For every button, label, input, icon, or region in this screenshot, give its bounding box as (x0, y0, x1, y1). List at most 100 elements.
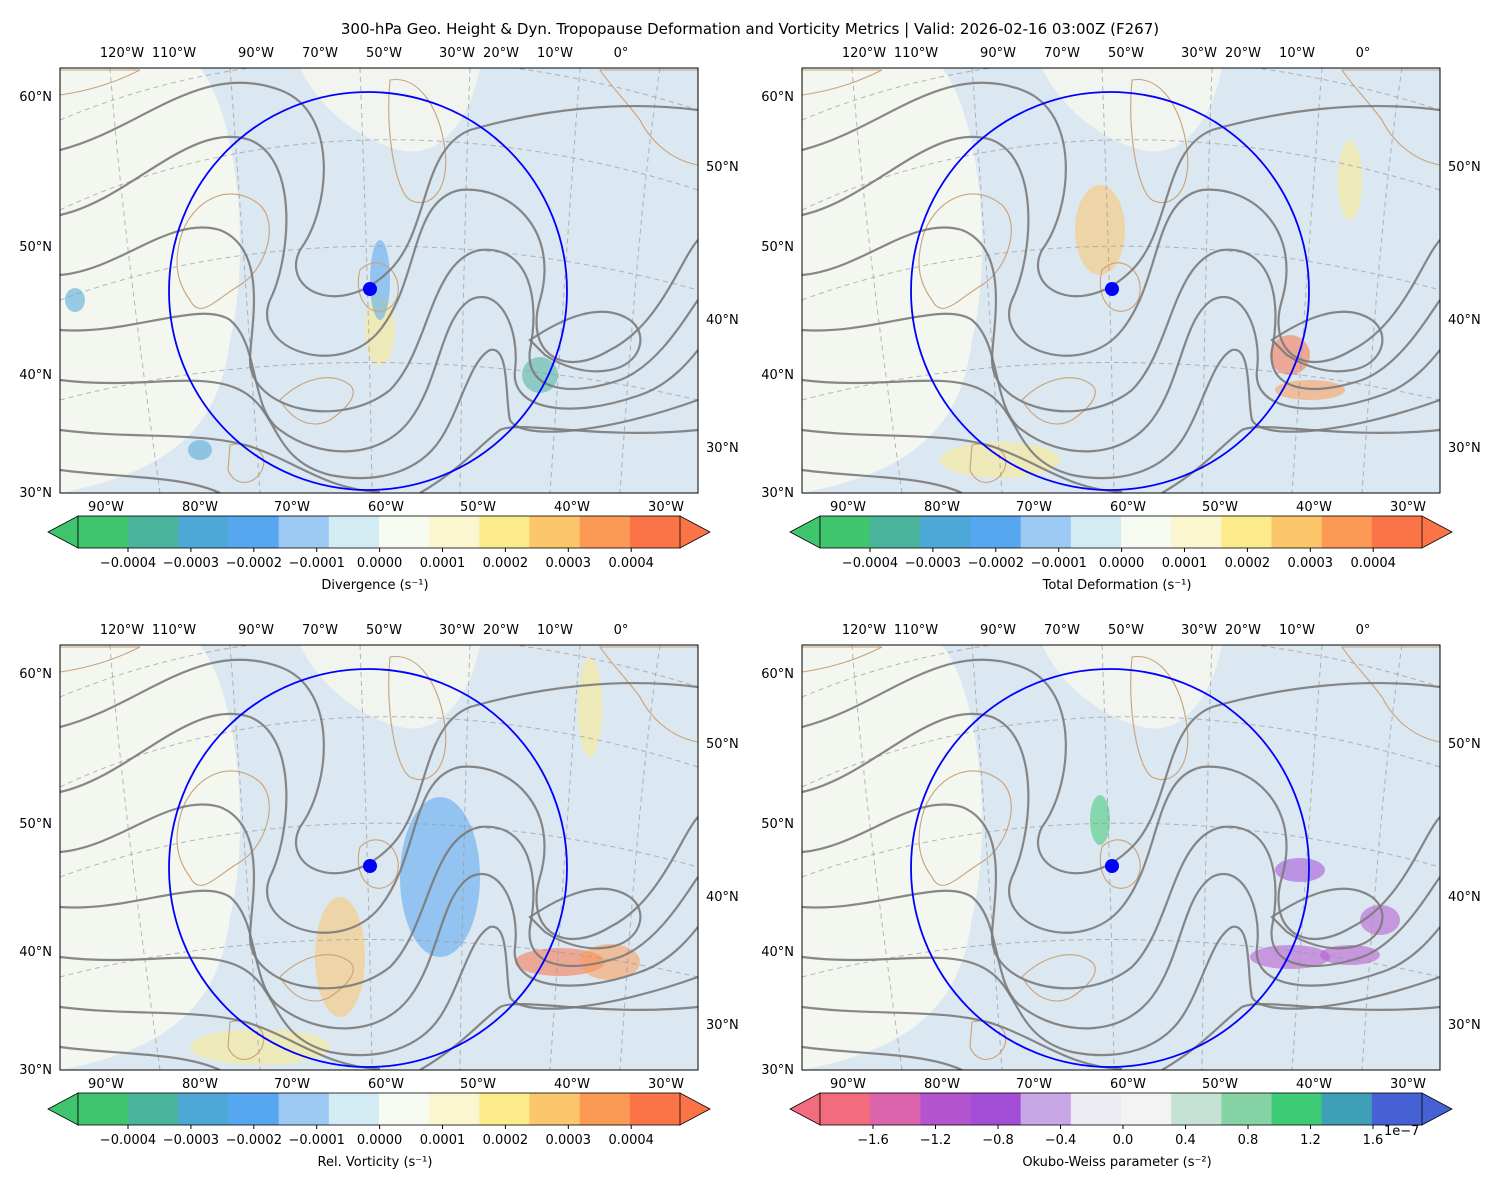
colorbar-tick-label: 0.0004 (608, 1133, 654, 1148)
height-contour (1270, 887, 1384, 950)
colorbar-tick-label: 0.8 (1238, 1133, 1259, 1148)
bottom-longitude-label: 50°W (460, 500, 496, 515)
colorbar-tick-label: −0.0002 (226, 1133, 282, 1148)
colorbar-segment (278, 516, 330, 548)
colorbar-tick-label: −0.0002 (226, 556, 282, 571)
top-longitude-label: 10°W (1279, 46, 1315, 61)
colorbar-tick-label: −0.0001 (289, 556, 345, 571)
colorbar-segment (1371, 1093, 1423, 1125)
colorbar-segment (629, 516, 681, 548)
colorbar-tick-label: 1.6 (1363, 1133, 1384, 1148)
coastline (918, 193, 1012, 309)
graticule-line (802, 139, 1440, 211)
top-longitude-label: 120°W (842, 623, 886, 638)
coastline (176, 193, 270, 309)
colorbar-segment (1020, 1093, 1072, 1125)
colorbar-tick-label: 0.0000 (1099, 556, 1145, 571)
graticule-line (229, 68, 261, 493)
bottom-longitude-label: 90°W (88, 1077, 124, 1092)
top-longitude-label: 30°W (439, 46, 475, 61)
bottom-longitude-label: 70°W (274, 500, 310, 515)
colorbar-tick-label: −0.0004 (100, 1133, 156, 1148)
right-latitude-label: 40°N (706, 890, 739, 905)
colorbar-tick-label: 0.0001 (420, 556, 466, 571)
bottom-longitude-label: 50°W (1202, 1077, 1238, 1092)
colorbar-min-arrow (47, 1092, 79, 1126)
deformation-panel: 120°W 110°W 90°W 70°W 50°W 30°W 20°W 10°W 0° 90°W… (742, 0, 1492, 593)
shaded-field (580, 944, 640, 980)
deformation-colorbar-label: Total Deformation (s⁻¹) (1042, 578, 1192, 593)
height-contour (802, 873, 1440, 1030)
colorbar-segment (178, 1093, 229, 1125)
top-longitude-label: 110°W (894, 46, 938, 61)
colorbar-tick-label: 0.0002 (483, 1133, 529, 1148)
height-contour (60, 226, 698, 413)
colorbar-segment (128, 1093, 179, 1125)
graticule-line (359, 645, 373, 1070)
colorbar-segment (429, 516, 480, 548)
coastline (1340, 69, 1440, 166)
coastline (802, 646, 883, 673)
height-contour (802, 428, 1123, 493)
left-latitude-label: 60°N (761, 90, 794, 105)
colorbar-segment (970, 1093, 1022, 1125)
top-longitude-label: 30°W (1181, 46, 1217, 61)
top-longitude-label: 110°W (894, 623, 938, 638)
colorbar-tick-label: 0.0001 (420, 1133, 466, 1148)
coastline (1021, 954, 1096, 1002)
okubo-weiss-map-svg: 120°W 110°W 90°W 70°W 50°W 30°W 20°W 10°W 0° 90°W… (761, 623, 1481, 1148)
bottom-longitude-label: 60°W (368, 500, 404, 515)
bottom-longitude-label: 70°W (1016, 500, 1052, 515)
shaded-field (65, 288, 85, 312)
right-latitude-label: 40°N (706, 313, 739, 328)
height-contour (1270, 310, 1384, 373)
bottom-longitude-label: 30°W (1390, 500, 1426, 515)
coastline (60, 646, 141, 673)
coastline (1130, 79, 1189, 204)
graticule-line (60, 245, 698, 301)
divergence-colorbar-label: Divergence (s⁻¹) (321, 578, 429, 593)
land-region (1042, 645, 1222, 729)
top-longitude-label: 120°W (100, 46, 144, 61)
bottom-longitude-label: 90°W (830, 1077, 866, 1092)
focus-circle (168, 668, 568, 1068)
colorbar-tick-label: −1.6 (857, 1133, 889, 1148)
graticule-line (1291, 645, 1323, 1070)
height-contour (1161, 1003, 1440, 1070)
graticule-line (60, 139, 698, 211)
vorticity-panel: 120°W 110°W 90°W 70°W 50°W 30°W 20°W 10°W 0° 90°W… (0, 577, 750, 1170)
colorbar-segment (629, 1093, 681, 1125)
colorbar-segment (328, 1093, 380, 1125)
colorbar-tick-label: 0.4 (1175, 1133, 1196, 1148)
top-longitude-label: 20°W (1225, 46, 1261, 61)
colorbar-tick-label: −0.4 (1045, 1133, 1077, 1148)
colorbar-segment (1020, 516, 1072, 548)
top-longitude-label: 90°W (238, 46, 274, 61)
top-longitude-label: 110°W (152, 623, 196, 638)
bottom-longitude-label: 60°W (1110, 1077, 1146, 1092)
right-latitude-label: 40°N (1448, 890, 1481, 905)
land-region (60, 645, 240, 1070)
top-longitude-label: 30°W (439, 623, 475, 638)
colorbar-tick-label: 0.0 (1113, 1133, 1134, 1148)
bottom-longitude-label: 30°W (648, 500, 684, 515)
land-region (60, 68, 240, 493)
graticule-line (971, 645, 1003, 1070)
top-longitude-label: 20°W (1225, 623, 1261, 638)
colorbar-max-arrow (679, 515, 711, 549)
colorbar-segment (1171, 1093, 1222, 1125)
coastline (357, 262, 399, 312)
graticule-line (1361, 68, 1403, 493)
bottom-longitude-label: 90°W (830, 500, 866, 515)
colorbar-segment (920, 1093, 971, 1125)
bottom-longitude-label: 40°W (554, 500, 590, 515)
top-longitude-label: 120°W (842, 46, 886, 61)
shaded-field (522, 357, 558, 393)
shaded-field (190, 1029, 330, 1065)
graticule-line (549, 68, 581, 493)
right-latitude-label: 50°N (1448, 737, 1481, 752)
focus-circle (910, 668, 1310, 1068)
colorbar-segment (479, 1093, 530, 1125)
focus-circle (910, 91, 1310, 491)
coastline (1340, 646, 1440, 743)
